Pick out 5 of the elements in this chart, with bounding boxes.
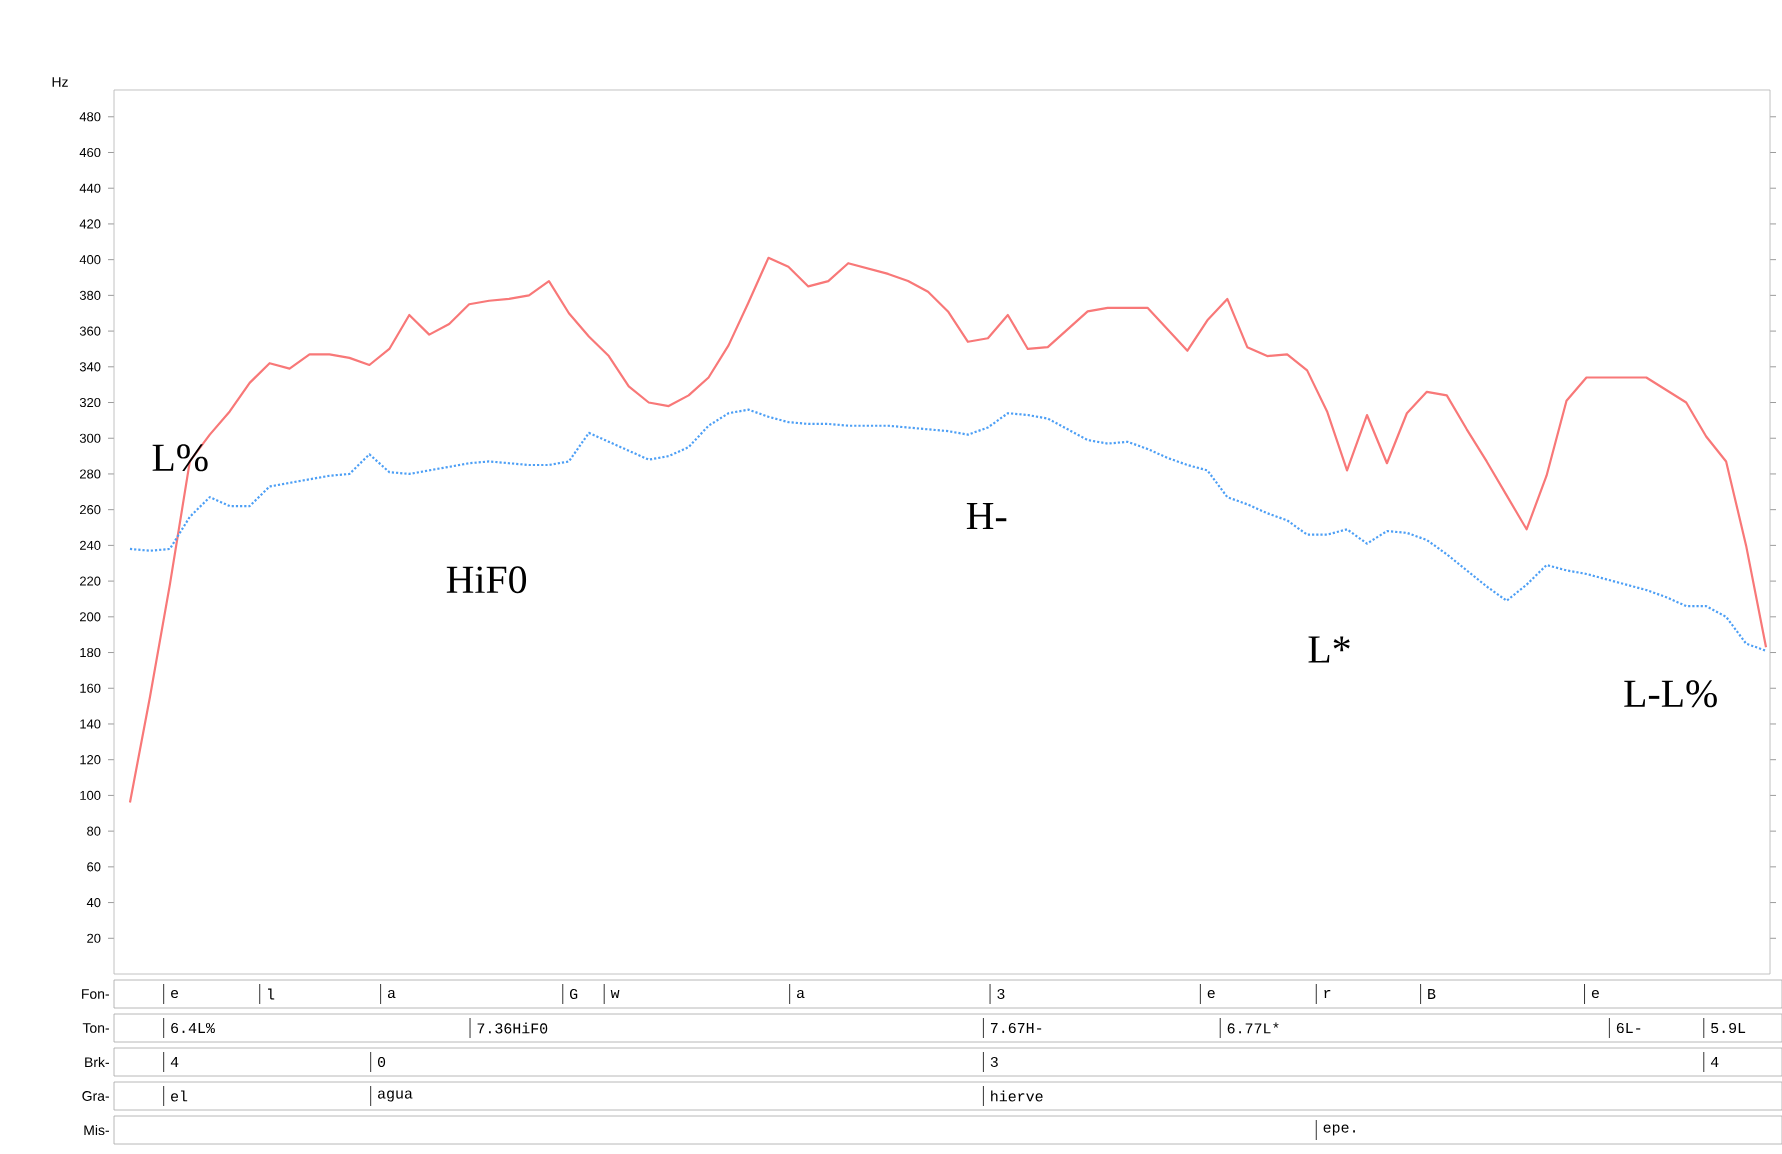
annotation: H- <box>966 503 1007 530</box>
annotation: HiF0 <box>446 566 527 594</box>
annotation: L* <box>1308 636 1350 663</box>
annotation: L% <box>152 444 208 472</box>
annotation: L-L% <box>1624 680 1717 708</box>
